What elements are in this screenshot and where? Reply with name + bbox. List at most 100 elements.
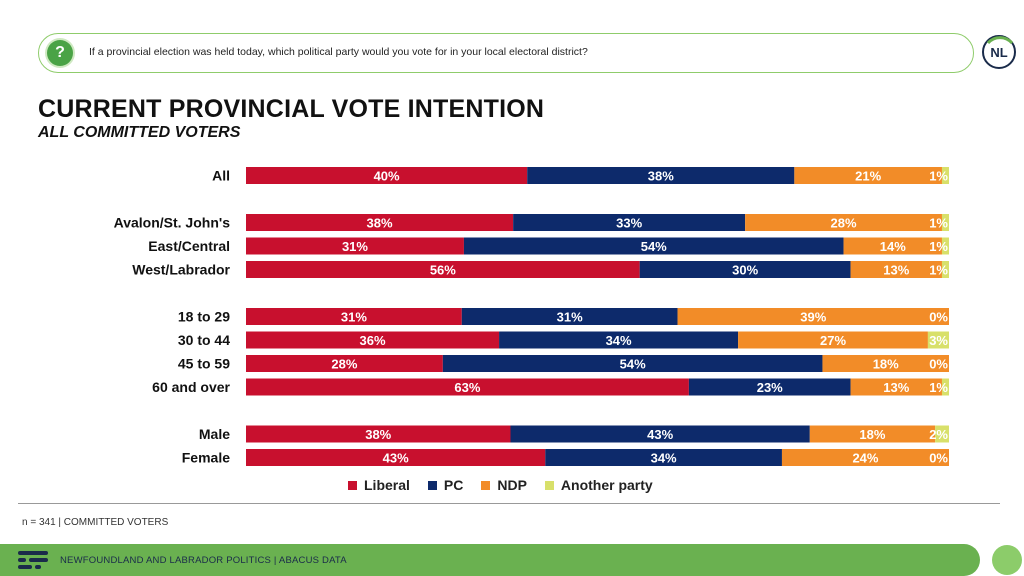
data-label-avalon-st-john-s-pc: 33% — [616, 216, 642, 231]
data-label-avalon-st-john-s-another-party: 1% — [929, 216, 948, 231]
row-label-30-to-44: 30 to 44 — [178, 332, 230, 348]
bar-west-labrador-another-party — [941, 261, 949, 278]
bar-avalon-st-john-s-ndp — [745, 214, 942, 231]
data-label-all-liberal: 40% — [374, 169, 400, 184]
data-label-18-to-29-another-party: 0% — [929, 310, 948, 325]
legend-item-liberal: Liberal — [348, 477, 410, 493]
bar-30-to-44-ndp — [738, 331, 928, 349]
row-label-60-and-over: 60 and over — [152, 379, 230, 395]
bar-18-to-29-pc — [461, 308, 678, 325]
sample-note: n = 341 | COMMITTED VOTERS — [22, 517, 169, 528]
data-label-female-pc: 34% — [651, 451, 677, 466]
legend: Liberal PC NDP Another party — [348, 477, 653, 493]
legend-item-other: Another party — [544, 477, 653, 493]
data-label-45-to-59-liberal: 28% — [331, 357, 357, 372]
data-label-female-liberal: 43% — [383, 451, 409, 466]
bar-45-to-59-pc — [442, 355, 823, 372]
row-label-female: Female — [182, 450, 230, 466]
data-label-45-to-59-another-party: 0% — [929, 357, 948, 372]
legend-label-liberal: Liberal — [364, 477, 410, 493]
row-label-east-central: East/Central — [148, 238, 230, 254]
bar-west-labrador-liberal — [246, 261, 640, 278]
bar-east-central-liberal — [246, 237, 464, 255]
data-label-west-labrador-another-party: 1% — [929, 263, 948, 278]
logo-text: NL — [990, 45, 1007, 60]
bar-60-and-over-another-party — [941, 378, 949, 396]
data-label-all-ndp: 21% — [855, 169, 881, 184]
row-label-west-labrador: West/Labrador — [132, 262, 230, 278]
legend-swatch-liberal — [348, 480, 357, 490]
abacus-logo-icon — [18, 551, 48, 569]
data-label-east-central-liberal: 31% — [342, 239, 368, 254]
question-icon: ? — [47, 40, 73, 66]
legend-item-ndp: NDP — [481, 477, 527, 493]
bar-all-another-party — [941, 167, 949, 184]
bar-avalon-st-john-s-pc — [513, 214, 746, 231]
row-label-avalon-st-john-s: Avalon/St. John's — [114, 215, 231, 231]
footer-text: NEWFOUNDLAND AND LABRADOR POLITICS | ABA… — [60, 555, 347, 566]
bar-east-central-ndp — [843, 237, 942, 255]
bar-45-to-59-ndp — [822, 355, 949, 372]
legend-item-pc: PC — [427, 477, 464, 493]
data-label-60-and-over-pc: 23% — [757, 380, 783, 395]
bar-all-liberal — [246, 167, 528, 184]
bar-30-to-44-pc — [499, 331, 739, 349]
nl-logo: NL — [982, 35, 1016, 69]
row-label-male: Male — [199, 426, 230, 442]
bar-18-to-29-ndp — [677, 308, 949, 325]
data-label-45-to-59-pc: 54% — [620, 357, 646, 372]
data-label-60-and-over-ndp: 13% — [883, 380, 909, 395]
bar-18-to-29-liberal — [246, 308, 462, 325]
bar-60-and-over-liberal — [246, 378, 689, 396]
bar-male-another-party — [935, 425, 949, 443]
data-label-east-central-ndp: 14% — [880, 239, 906, 254]
question-box: ? If a provincial election was held toda… — [38, 33, 974, 73]
data-label-30-to-44-another-party: 3% — [929, 333, 948, 348]
data-label-30-to-44-liberal: 36% — [360, 333, 386, 348]
bar-east-central-another-party — [941, 237, 949, 255]
bar-male-pc — [510, 425, 810, 443]
data-label-east-central-pc: 54% — [641, 239, 667, 254]
data-label-male-another-party: 2% — [929, 427, 948, 442]
data-label-male-liberal: 38% — [365, 427, 391, 442]
bar-female-pc — [545, 449, 782, 466]
bar-female-liberal — [246, 449, 546, 466]
bar-60-and-over-pc — [688, 378, 851, 396]
bar-30-to-44-liberal — [246, 331, 500, 349]
legend-label-ndp: NDP — [497, 477, 527, 493]
chart-subtitle: ALL COMMITTED VOTERS — [38, 124, 241, 141]
row-label-all: All — [212, 168, 230, 184]
bar-60-and-over-ndp — [850, 378, 942, 396]
data-label-west-labrador-liberal: 56% — [430, 263, 456, 278]
divider — [18, 503, 1000, 504]
bar-male-ndp — [809, 425, 936, 443]
data-label-avalon-st-john-s-ndp: 28% — [831, 216, 857, 231]
legend-swatch-pc — [427, 480, 437, 490]
data-label-west-labrador-ndp: 13% — [883, 263, 909, 278]
data-label-female-another-party: 0% — [929, 451, 948, 466]
legend-label-pc: PC — [443, 477, 464, 493]
data-label-18-to-29-ndp: 39% — [800, 310, 826, 325]
chart-title: CURRENT PROVINCIAL VOTE INTENTION — [38, 95, 545, 123]
data-label-all-pc: 38% — [648, 169, 674, 184]
data-label-all-another-party: 1% — [929, 169, 948, 184]
bar-avalon-st-john-s-liberal — [246, 214, 514, 231]
data-label-60-and-over-another-party: 1% — [929, 380, 948, 395]
bar-west-labrador-ndp — [850, 261, 942, 278]
question-text: If a provincial election was held today,… — [89, 46, 588, 58]
bar-all-ndp — [794, 167, 942, 184]
bar-west-labrador-pc — [639, 261, 851, 278]
data-label-18-to-29-liberal: 31% — [341, 310, 367, 325]
bar-female-ndp — [781, 449, 949, 466]
legend-swatch-other — [544, 480, 554, 490]
row-label-18-to-29: 18 to 29 — [178, 309, 230, 325]
data-label-45-to-59-ndp: 18% — [873, 357, 899, 372]
data-label-30-to-44-ndp: 27% — [820, 333, 846, 348]
data-label-male-ndp: 18% — [859, 427, 885, 442]
bar-45-to-59-liberal — [246, 355, 443, 372]
data-label-west-labrador-pc: 30% — [732, 263, 758, 278]
bar-male-liberal — [246, 425, 511, 443]
bar-30-to-44-another-party — [927, 331, 949, 349]
bar-east-central-pc — [463, 237, 844, 255]
